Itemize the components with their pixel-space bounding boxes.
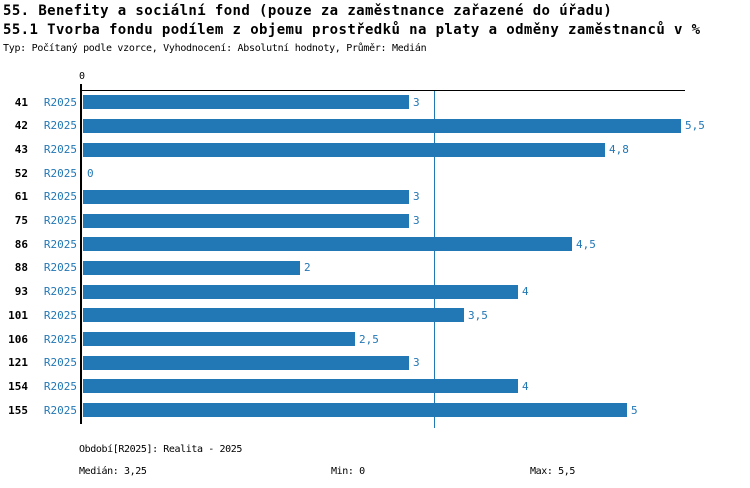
chart-meta-line: Typ: Počítaný podle vzorce, Vyhodnocení:… <box>3 43 427 54</box>
row-series-label: R2025 <box>43 95 77 109</box>
row-category-label: 42 <box>14 119 28 133</box>
row-series-label: R2025 <box>43 356 77 370</box>
value-bar <box>83 379 518 394</box>
value-bar <box>83 308 464 323</box>
value-bar <box>83 355 409 370</box>
value-label: 5,5 <box>685 119 705 133</box>
value-label: 3 <box>413 190 420 204</box>
bar-row-75: 75 R2025 3 <box>0 209 750 233</box>
value-bar <box>83 332 355 347</box>
footer-period-label: Období[R2025]: Realita - 2025 <box>79 444 242 455</box>
value-bar <box>83 189 409 204</box>
row-series-label: R2025 <box>43 214 77 228</box>
footer-median-stat: Medián: 3,25 <box>79 466 147 477</box>
row-category-label: 52 <box>14 166 28 180</box>
row-category-label: 93 <box>14 285 28 299</box>
row-series-label: R2025 <box>43 308 77 322</box>
row-category-label: 61 <box>14 190 28 204</box>
bar-chart-rows: 41 R2025 3 42 R2025 5,5 43 R2025 4,8 52 R2025 0 61 R2… <box>0 90 750 424</box>
row-category-label: 88 <box>14 261 28 275</box>
bar-row-41: 41 R2025 3 <box>0 90 750 114</box>
footer-max-stat: Max: 5,5 <box>530 466 575 477</box>
value-bar <box>83 213 409 228</box>
value-bar <box>83 403 627 418</box>
value-label: 4 <box>522 379 529 393</box>
row-series-label: R2025 <box>43 190 77 204</box>
footer-min-stat: Min: 0 <box>331 466 365 477</box>
row-category-label: 154 <box>8 379 28 393</box>
row-category-label: 43 <box>14 143 28 157</box>
value-label: 3,5 <box>468 308 488 322</box>
value-label: 4,8 <box>609 143 629 157</box>
bar-row-154: 154 R2025 4 <box>0 375 750 399</box>
bar-row-88: 88 R2025 2 <box>0 256 750 280</box>
value-label: 3 <box>413 214 420 228</box>
bar-row-86: 86 R2025 4,5 <box>0 232 750 256</box>
value-bar <box>83 237 572 252</box>
row-category-label: 155 <box>8 403 28 417</box>
row-series-label: R2025 <box>43 261 77 275</box>
value-label: 4 <box>522 285 529 299</box>
bar-row-42: 42 R2025 5,5 <box>0 114 750 138</box>
row-category-label: 106 <box>8 332 28 346</box>
bar-row-52: 52 R2025 0 <box>0 161 750 185</box>
bar-row-93: 93 R2025 4 <box>0 280 750 304</box>
value-bar <box>83 118 681 133</box>
value-label: 0 <box>87 166 94 180</box>
value-bar <box>83 260 300 275</box>
value-label: 5 <box>631 403 638 417</box>
bar-row-101: 101 R2025 3,5 <box>0 304 750 328</box>
y-axis-line <box>80 84 82 424</box>
bar-row-155: 155 R2025 5 <box>0 398 750 422</box>
value-label: 3 <box>413 356 420 370</box>
row-series-label: R2025 <box>43 332 77 346</box>
chart-title-line-1: 55. Benefity a sociální fond (pouze za z… <box>3 3 613 19</box>
value-bar <box>83 284 518 299</box>
value-bar <box>83 95 409 110</box>
row-category-label: 121 <box>8 356 28 370</box>
row-series-label: R2025 <box>43 403 77 417</box>
row-series-label: R2025 <box>43 237 77 251</box>
bar-row-121: 121 R2025 3 <box>0 351 750 375</box>
bar-row-61: 61 R2025 3 <box>0 185 750 209</box>
row-series-label: R2025 <box>43 285 77 299</box>
row-category-label: 41 <box>14 95 28 109</box>
row-category-label: 101 <box>8 308 28 322</box>
row-series-label: R2025 <box>43 379 77 393</box>
median-line <box>434 91 435 428</box>
x-axis-zero-label: 0 <box>78 71 86 82</box>
chart-title-line-2: 55.1 Tvorba fondu podílem z objemu prost… <box>3 22 701 38</box>
value-bar <box>83 142 605 157</box>
bar-row-106: 106 R2025 2,5 <box>0 327 750 351</box>
value-label: 3 <box>413 95 420 109</box>
value-label: 2,5 <box>359 332 379 346</box>
row-series-label: R2025 <box>43 143 77 157</box>
x-axis-line <box>82 90 685 91</box>
value-label: 4,5 <box>576 237 596 251</box>
row-category-label: 75 <box>14 214 28 228</box>
value-label: 2 <box>304 261 311 275</box>
row-series-label: R2025 <box>43 119 77 133</box>
row-series-label: R2025 <box>43 166 77 180</box>
row-category-label: 86 <box>14 237 28 251</box>
bar-row-43: 43 R2025 4,8 <box>0 138 750 162</box>
